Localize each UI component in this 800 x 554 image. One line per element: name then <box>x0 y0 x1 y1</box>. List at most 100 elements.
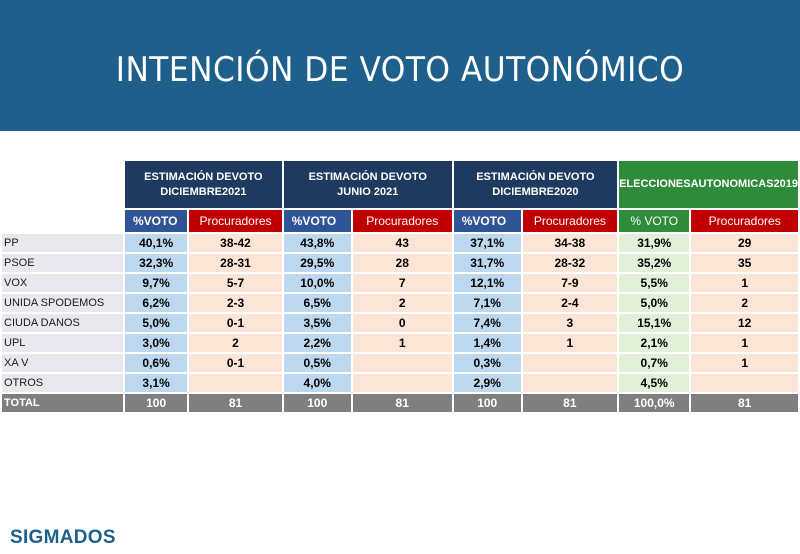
table-row: UNIDA SPODEMOS 6,2% 2-3 6,5% 2 7,1% 2-4 5,0% 2 <box>2 294 798 312</box>
vote-percent-cell: 100 <box>453 394 521 412</box>
vote-percent-cell: 31,9% <box>619 234 690 252</box>
procuradores-cell: 28-32 <box>522 254 618 272</box>
vote-percent-cell: 35,2% <box>619 254 690 272</box>
vote-percent-cell: 43,8% <box>283 234 351 252</box>
title-banner <box>0 0 800 131</box>
procuradores-cell: 34-38 <box>522 234 618 252</box>
vote-percent-cell: 31,7% <box>453 254 521 272</box>
procuradores-cell: 29 <box>691 234 798 252</box>
vote-percent-cell: 15,1% <box>619 314 690 332</box>
procuradores-cell: 3 <box>522 314 618 332</box>
group-header-row: ESTIMACIÓN DEVOTO DICIEMBRE2021 ESTIMACI… <box>2 161 798 208</box>
subheader-voto: %VOTO <box>453 210 521 232</box>
procuradores-cell: 2-3 <box>189 294 282 312</box>
vote-percent-cell: 0,7% <box>619 354 690 372</box>
party-name: OTROS <box>2 374 123 392</box>
subheader-voto-2019: % VOTO <box>619 210 690 232</box>
table-row: PSOE 32,3% 28-31 29,5% 28 31,7% 28-32 35,2% 35 <box>2 254 798 272</box>
group-header-dic2020: ESTIMACIÓN DEVOTO DICIEMBRE2020 <box>453 161 618 208</box>
procuradores-cell: 1 <box>691 354 798 372</box>
procuradores-cell: 1 <box>352 334 452 352</box>
subheader-procuradores: Procuradores <box>522 210 618 232</box>
procuradores-cell <box>189 374 282 392</box>
procuradores-cell: 5-7 <box>189 274 282 292</box>
procuradores-cell: 2 <box>189 334 282 352</box>
vote-percent-cell: 5,5% <box>619 274 690 292</box>
party-name: VOX <box>2 274 123 292</box>
procuradores-cell: 35 <box>691 254 798 272</box>
vote-percent-cell: 12,1% <box>453 274 521 292</box>
party-name: UPL <box>2 334 123 352</box>
procuradores-cell: 1 <box>522 334 618 352</box>
vote-percent-cell: 100 <box>283 394 351 412</box>
procuradores-cell: 7 <box>352 274 452 292</box>
subheader-voto: %VOTO <box>283 210 351 232</box>
procuradores-cell: 2 <box>352 294 452 312</box>
vote-percent-cell: 10,0% <box>283 274 351 292</box>
vote-percent-cell: 2,9% <box>453 374 521 392</box>
procuradores-cell: 0-1 <box>189 354 282 372</box>
procuradores-cell: 38-42 <box>189 234 282 252</box>
group-header-jun2021: ESTIMACIÓN DEVOTO JUNIO 2021 <box>283 161 452 208</box>
vote-percent-cell: 5,0% <box>619 294 690 312</box>
subheader-voto: %VOTO <box>124 210 188 232</box>
procuradores-cell: 43 <box>352 234 452 252</box>
vote-percent-cell: 5,0% <box>124 314 188 332</box>
vote-percent-cell: 3,0% <box>124 334 188 352</box>
subheader-procuradores: Procuradores <box>691 210 798 232</box>
total-row: TOTAL 100 81 100 81 100 81 100,0% 81 <box>2 394 798 412</box>
vote-percent-cell: 0,3% <box>453 354 521 372</box>
table-row: OTROS 3,1% 4,0% 2,9% 4,5% <box>2 374 798 392</box>
table-row: UPL 3,0% 2 2,2% 1 1,4% 1 2,1% 1 <box>2 334 798 352</box>
vote-percent-cell: 3,5% <box>283 314 351 332</box>
vote-percent-cell: 29,5% <box>283 254 351 272</box>
vote-percent-cell: 4,0% <box>283 374 351 392</box>
vote-percent-cell: 3,1% <box>124 374 188 392</box>
party-name: PSOE <box>2 254 123 272</box>
sigmados-logo: SIGMADOS <box>10 527 116 548</box>
vote-percent-cell: 0,6% <box>124 354 188 372</box>
procuradores-cell: 28-31 <box>189 254 282 272</box>
procuradores-cell: 1 <box>691 274 798 292</box>
table-row: PP 40,1% 38-42 43,8% 43 37,1% 34-38 31,9% 29 <box>2 234 798 252</box>
procuradores-cell: 81 <box>691 394 798 412</box>
vote-percent-cell: 2,2% <box>283 334 351 352</box>
vote-percent-cell: 32,3% <box>124 254 188 272</box>
vote-percent-cell: 0,5% <box>283 354 351 372</box>
table-row: CIUDA DANOS 5,0% 0-1 3,5% 0 7,4% 3 15,1% 12 <box>2 314 798 332</box>
group-header-elecciones2019: ELECCIONESAUTONOMICAS2019 <box>619 161 798 208</box>
vote-table: ESTIMACIÓN DEVOTO DICIEMBRE2021 ESTIMACI… <box>0 159 800 414</box>
procuradores-cell: 12 <box>691 314 798 332</box>
procuradores-cell <box>352 354 452 372</box>
procuradores-cell: 2 <box>691 294 798 312</box>
table-row: VOX 9,7% 5-7 10,0% 7 12,1% 7-9 5,5% 1 <box>2 274 798 292</box>
procuradores-cell <box>522 354 618 372</box>
vote-percent-cell: 100,0% <box>619 394 690 412</box>
procuradores-cell: 1 <box>691 334 798 352</box>
procuradores-cell <box>352 374 452 392</box>
subheader-row: %VOTO Procuradores %VOTO Procuradores %V… <box>2 210 798 232</box>
table-row: XA V 0,6% 0-1 0,5% 0,3% 0,7% 1 <box>2 354 798 372</box>
page-title: INTENCIÓN DE VOTO AUTONÓMICO <box>115 50 685 90</box>
procuradores-cell: 81 <box>522 394 618 412</box>
procuradores-cell: 0 <box>352 314 452 332</box>
subheader-procuradores: Procuradores <box>352 210 452 232</box>
vote-percent-cell: 40,1% <box>124 234 188 252</box>
party-name: TOTAL <box>2 394 123 412</box>
vote-percent-cell: 1,4% <box>453 334 521 352</box>
procuradores-cell: 0-1 <box>189 314 282 332</box>
vote-percent-cell: 6,5% <box>283 294 351 312</box>
procuradores-cell <box>522 374 618 392</box>
subheader-procuradores: Procuradores <box>189 210 282 232</box>
vote-percent-cell: 4,5% <box>619 374 690 392</box>
procuradores-cell: 81 <box>352 394 452 412</box>
party-name: UNIDA SPODEMOS <box>2 294 123 312</box>
procuradores-cell: 81 <box>189 394 282 412</box>
party-name: PP <box>2 234 123 252</box>
vote-percent-cell: 9,7% <box>124 274 188 292</box>
vote-percent-cell: 7,4% <box>453 314 521 332</box>
vote-percent-cell: 7,1% <box>453 294 521 312</box>
procuradores-cell: 2-4 <box>522 294 618 312</box>
vote-percent-cell: 100 <box>124 394 188 412</box>
party-name: CIUDA DANOS <box>2 314 123 332</box>
